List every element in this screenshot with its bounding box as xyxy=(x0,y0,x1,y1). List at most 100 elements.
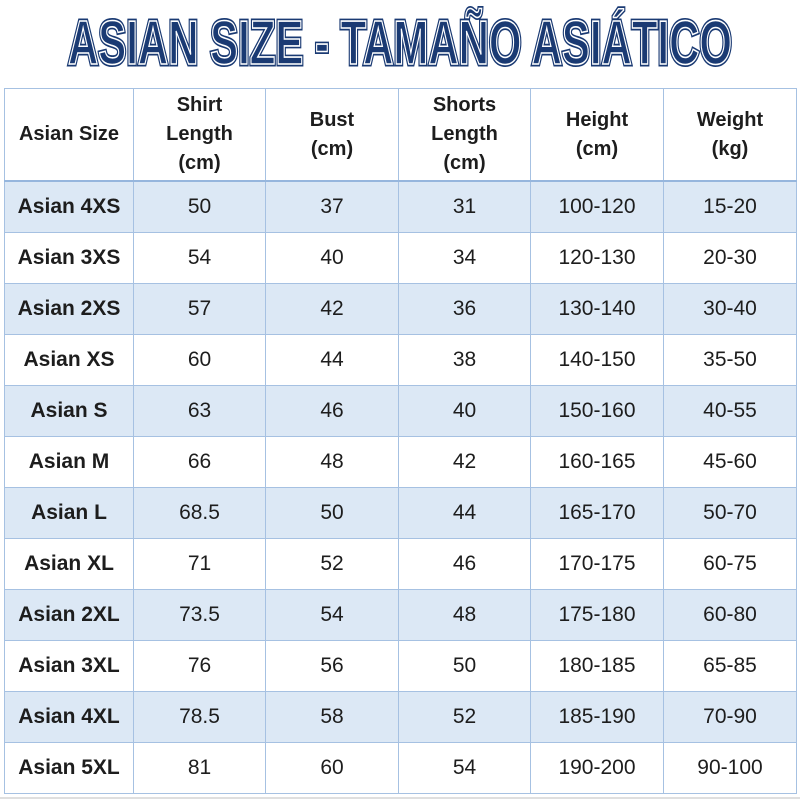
shorts-length-cell: 36 xyxy=(398,283,531,335)
size-cell: Asian XL xyxy=(4,538,134,590)
weight-cell: 35-50 xyxy=(663,334,797,386)
shirt-length-cell: 73.5 xyxy=(133,589,266,641)
table-row: Asian 3XL 76 56 50 180-185 65-85 xyxy=(4,640,797,692)
column-header-asian-size: Asian Size xyxy=(4,88,134,182)
weight-cell: 20-30 xyxy=(663,232,797,284)
shorts-length-cell: 34 xyxy=(398,232,531,284)
bust-cell: 52 xyxy=(265,538,399,590)
bust-cell: 56 xyxy=(265,640,399,692)
column-header-shorts-length: Shorts Length (cm) xyxy=(398,88,531,182)
height-cell: 185-190 xyxy=(530,691,664,743)
height-cell: 190-200 xyxy=(530,742,664,794)
table-body: Asian 4XS 50 37 31 100-120 15-20 Asian 3… xyxy=(4,180,797,794)
weight-cell: 65-85 xyxy=(663,640,797,692)
height-cell: 175-180 xyxy=(530,589,664,641)
height-cell: 160-165 xyxy=(530,436,664,488)
weight-cell: 70-90 xyxy=(663,691,797,743)
shorts-length-cell: 31 xyxy=(398,180,531,233)
shorts-length-cell: 38 xyxy=(398,334,531,386)
size-cell: Asian 4XS xyxy=(4,180,134,233)
bust-cell: 46 xyxy=(265,385,399,437)
shirt-length-cell: 50 xyxy=(133,180,266,233)
shirt-length-cell: 66 xyxy=(133,436,266,488)
table-row: Asian 5XL 81 60 54 190-200 90-100 xyxy=(4,742,797,794)
height-cell: 180-185 xyxy=(530,640,664,692)
size-cell: Asian XS xyxy=(4,334,134,386)
shirt-length-cell: 60 xyxy=(133,334,266,386)
bust-cell: 60 xyxy=(265,742,399,794)
shirt-length-cell: 76 xyxy=(133,640,266,692)
shirt-length-cell: 81 xyxy=(133,742,266,794)
weight-cell: 60-80 xyxy=(663,589,797,641)
weight-cell: 15-20 xyxy=(663,180,797,233)
bust-cell: 54 xyxy=(265,589,399,641)
table-row: Asian XL 71 52 46 170-175 60-75 xyxy=(4,538,797,590)
bust-cell: 48 xyxy=(265,436,399,488)
size-cell: Asian S xyxy=(4,385,134,437)
shorts-length-cell: 46 xyxy=(398,538,531,590)
size-cell: Asian 4XL xyxy=(4,691,134,743)
size-table: Asian Size Shirt Length (cm) Bust (cm) S… xyxy=(4,88,797,794)
table-row: Asian 2XS 57 42 36 130-140 30-40 xyxy=(4,283,797,335)
bust-cell: 40 xyxy=(265,232,399,284)
shorts-length-cell: 52 xyxy=(398,691,531,743)
shirt-length-cell: 68.5 xyxy=(133,487,266,539)
height-cell: 165-170 xyxy=(530,487,664,539)
size-cell: Asian 2XL xyxy=(4,589,134,641)
column-header-weight: Weight (kg) xyxy=(663,88,797,182)
shirt-length-cell: 54 xyxy=(133,232,266,284)
height-cell: 140-150 xyxy=(530,334,664,386)
size-cell: Asian L xyxy=(4,487,134,539)
page-title-block: ASIAN SIZE - TAMAÑO ASIÁTICO ASIAN SIZE … xyxy=(0,0,800,88)
weight-cell: 60-75 xyxy=(663,538,797,590)
column-header-height: Height (cm) xyxy=(530,88,664,182)
table-row: Asian L 68.5 50 44 165-170 50-70 xyxy=(4,487,797,539)
bust-cell: 58 xyxy=(265,691,399,743)
table-row: Asian 2XL 73.5 54 48 175-180 60-80 xyxy=(4,589,797,641)
size-cell: Asian 5XL xyxy=(4,742,134,794)
page-bottom-divider xyxy=(0,797,800,799)
column-header-shirt-length: Shirt Length (cm) xyxy=(133,88,266,182)
bust-cell: 44 xyxy=(265,334,399,386)
table-row: Asian 4XL 78.5 58 52 185-190 70-90 xyxy=(4,691,797,743)
header-row: Asian Size Shirt Length (cm) Bust (cm) S… xyxy=(4,88,797,182)
height-cell: 130-140 xyxy=(530,283,664,335)
table-row: Asian 3XS 54 40 34 120-130 20-30 xyxy=(4,232,797,284)
bust-cell: 37 xyxy=(265,180,399,233)
page-title-svg: ASIAN SIZE - TAMAÑO ASIÁTICO ASIAN SIZE … xyxy=(66,7,735,81)
page-title-outline-layer: ASIAN SIZE - TAMAÑO ASIÁTICO xyxy=(68,9,732,78)
shorts-length-cell: 44 xyxy=(398,487,531,539)
size-cell: Asian 3XL xyxy=(4,640,134,692)
height-cell: 170-175 xyxy=(530,538,664,590)
shirt-length-cell: 78.5 xyxy=(133,691,266,743)
height-cell: 100-120 xyxy=(530,180,664,233)
shorts-length-cell: 42 xyxy=(398,436,531,488)
shirt-length-cell: 71 xyxy=(133,538,266,590)
size-cell: Asian 2XS xyxy=(4,283,134,335)
shorts-length-cell: 54 xyxy=(398,742,531,794)
shorts-length-cell: 48 xyxy=(398,589,531,641)
weight-cell: 40-55 xyxy=(663,385,797,437)
page-title: ASIAN SIZE - TAMAÑO ASIÁTICO xyxy=(68,9,732,78)
shorts-length-cell: 50 xyxy=(398,640,531,692)
bust-cell: 42 xyxy=(265,283,399,335)
table-row: Asian 4XS 50 37 31 100-120 15-20 xyxy=(4,180,797,233)
size-cell: Asian 3XS xyxy=(4,232,134,284)
weight-cell: 45-60 xyxy=(663,436,797,488)
column-header-bust: Bust (cm) xyxy=(265,88,399,182)
weight-cell: 90-100 xyxy=(663,742,797,794)
bust-cell: 50 xyxy=(265,487,399,539)
height-cell: 120-130 xyxy=(530,232,664,284)
table-row: Asian S 63 46 40 150-160 40-55 xyxy=(4,385,797,437)
shirt-length-cell: 63 xyxy=(133,385,266,437)
weight-cell: 30-40 xyxy=(663,283,797,335)
shirt-length-cell: 57 xyxy=(133,283,266,335)
shorts-length-cell: 40 xyxy=(398,385,531,437)
height-cell: 150-160 xyxy=(530,385,664,437)
table-row: Asian XS 60 44 38 140-150 35-50 xyxy=(4,334,797,386)
weight-cell: 50-70 xyxy=(663,487,797,539)
size-cell: Asian M xyxy=(4,436,134,488)
table-row: Asian M 66 48 42 160-165 45-60 xyxy=(4,436,797,488)
table-header: Asian Size Shirt Length (cm) Bust (cm) S… xyxy=(4,88,797,182)
